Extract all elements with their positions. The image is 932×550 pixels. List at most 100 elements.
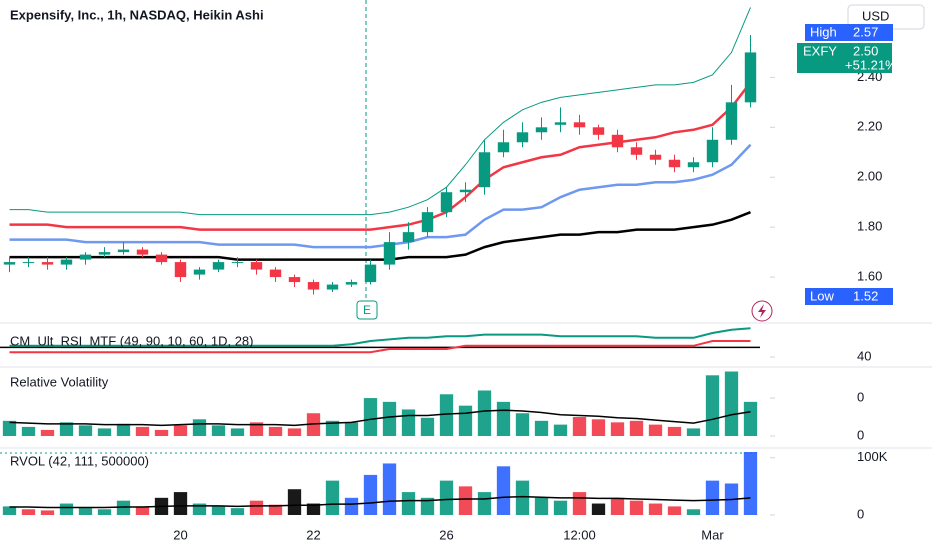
bar [173,492,188,515]
bar [211,506,226,515]
chart-title: Expensify, Inc., 1h, NASDAQ, Heikin Ashi [10,7,264,22]
bar [496,466,511,515]
earnings-badge[interactable] [356,300,378,320]
bar [401,492,416,515]
y-tick-label: 100K [857,449,888,464]
candle-body [744,52,757,103]
low-value: 1.52 [853,288,878,303]
line [9,143,752,249]
bar [97,428,112,436]
candle-body [440,192,453,213]
earnings-label: E [363,303,371,317]
y-tick-label: 1.80 [857,219,882,234]
high-value: 2.57 [853,24,878,39]
line [9,327,751,347]
candle-body [155,254,168,263]
candle-body [706,139,719,163]
line [9,7,751,216]
bar [21,509,36,515]
bar [135,426,150,436]
candle-body [611,134,624,148]
candle-body [269,269,282,278]
candle-body [250,262,263,270]
high-badge [805,24,893,41]
candle-body [421,212,434,233]
bar [705,375,720,436]
symbol: EXFY [803,43,837,58]
candle-body [22,262,35,264]
bar [610,422,625,436]
bar [496,401,511,436]
bolt [758,304,766,318]
bar [287,489,302,515]
candle-body [41,262,54,265]
bar [553,424,568,436]
candle-body [193,269,206,275]
candle-body [630,147,643,155]
bar [268,504,283,515]
candle-body [288,277,301,283]
candle-body [383,242,396,265]
y-tick-label: 0 [857,506,864,521]
bar [2,506,17,515]
currency: USD [862,8,889,23]
marks: 20 22 26 12:00 Mar1.601.802.002.202.40400010… [0,7,888,542]
line [9,81,752,231]
x-tick-label: 26 [439,527,453,542]
bar [192,419,207,436]
candle-body [231,262,244,264]
bar [477,390,492,436]
bar [344,497,359,515]
bar [344,422,359,436]
bar [743,401,758,436]
bar [78,425,93,436]
bar [116,423,131,436]
bar [97,509,112,515]
change: +51.21% [845,57,897,72]
bar [724,371,739,436]
low-badge [805,288,893,305]
candle-body [364,264,377,283]
bar [230,508,245,515]
bar [306,413,321,436]
bar [572,417,587,436]
candle-body [725,102,738,140]
candle-body [307,282,320,290]
bar [230,428,245,436]
bar [439,480,454,515]
y-tick-label: 2.20 [857,119,882,134]
bar [686,428,701,436]
bar [743,452,758,515]
candle-body [60,259,73,265]
bar [553,500,568,515]
bar [572,492,587,515]
bar [648,503,663,515]
bar [40,429,55,436]
bar [40,510,55,515]
bar [610,497,625,515]
bar [116,500,131,515]
candle-body [573,122,586,128]
pane-title: Relative Volatility [10,374,109,389]
bar [686,509,701,515]
bar [249,500,264,515]
y-tick-label: 40 [857,348,871,363]
candle-body [478,152,491,188]
bar [382,401,397,436]
candle-body [117,249,130,253]
last-price: 2.50 [853,43,878,58]
bar [458,405,473,436]
x-tick-label: 20 [173,527,187,542]
line [9,409,751,427]
candle-body [345,282,358,285]
bar [78,508,93,515]
bar [325,480,340,515]
bar [439,394,454,436]
bar [154,429,169,436]
bar [534,497,549,515]
bar [648,424,663,436]
bar [211,425,226,436]
bar [515,413,530,436]
x-tick-label: 22 [306,527,320,542]
candle-body [668,159,681,168]
